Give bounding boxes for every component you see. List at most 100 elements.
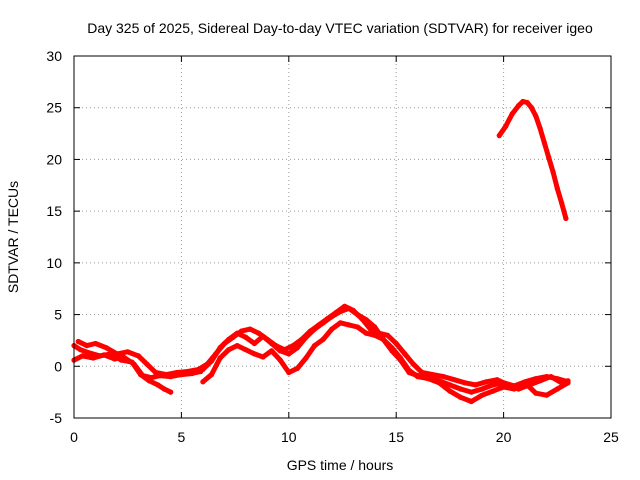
data-point — [425, 376, 431, 382]
data-point — [436, 380, 442, 386]
series-line-track-7 — [496, 99, 569, 221]
data-point — [548, 374, 554, 380]
data-point — [479, 392, 485, 398]
x-tick-label: 10 — [281, 429, 297, 445]
x-axis-label: GPS time / hours — [287, 457, 394, 473]
data-point — [483, 379, 489, 385]
data-point — [213, 351, 219, 357]
data-point — [204, 361, 210, 367]
data-point — [140, 373, 146, 379]
data-point — [520, 98, 526, 105]
data-point — [155, 382, 161, 388]
data-point — [451, 377, 457, 383]
data-point — [112, 356, 118, 362]
data-point — [458, 394, 464, 400]
data-point — [114, 351, 120, 357]
data-point — [281, 347, 288, 353]
data-point — [541, 140, 548, 146]
y-tick-label: -5 — [50, 410, 63, 426]
data-point — [101, 352, 107, 358]
data-point — [342, 303, 348, 309]
x-tick-label: 15 — [388, 429, 404, 445]
data-point — [516, 103, 522, 109]
data-point — [367, 326, 373, 332]
data-point — [135, 353, 141, 359]
data-point — [537, 125, 543, 131]
data-point — [528, 105, 535, 111]
x-tick-label: 25 — [603, 429, 619, 445]
y-tick-label: 10 — [46, 255, 62, 271]
data-point — [554, 185, 560, 191]
data-point — [419, 369, 425, 376]
data-point — [458, 386, 464, 392]
data-point — [273, 343, 279, 349]
data-point — [84, 343, 90, 349]
data-point — [226, 347, 232, 353]
data-point — [269, 348, 275, 354]
y-tick-label: 30 — [46, 48, 62, 64]
data-point — [80, 353, 86, 359]
data-point — [148, 375, 154, 381]
data-point — [185, 368, 191, 375]
data-point — [346, 322, 352, 328]
chart-title: Day 325 of 2025, Sidereal Day-to-day VTE… — [87, 20, 593, 36]
data-point — [251, 351, 257, 357]
data-point — [389, 345, 395, 351]
data-point — [546, 154, 552, 160]
data-point — [393, 340, 399, 347]
data-point — [234, 343, 240, 349]
data-point — [447, 388, 453, 394]
data-point — [415, 374, 421, 380]
data-point — [406, 367, 412, 373]
data-point — [256, 330, 262, 336]
x-tick-label: 5 — [178, 429, 186, 445]
data-point — [380, 336, 386, 342]
data-point — [490, 382, 496, 388]
data-point — [516, 386, 522, 392]
data-point — [496, 133, 502, 139]
data-point — [86, 350, 92, 356]
y-tick-label: 5 — [54, 307, 62, 323]
data-point — [77, 347, 83, 353]
data-point — [294, 365, 300, 371]
data-point — [238, 328, 245, 334]
data-point — [563, 215, 569, 221]
data-point — [168, 389, 174, 395]
data-point — [303, 355, 309, 361]
data-point — [103, 345, 109, 351]
data-point — [316, 322, 322, 328]
data-point — [189, 368, 195, 375]
data-point — [559, 380, 565, 386]
data-point — [243, 347, 249, 353]
data-point — [468, 398, 474, 405]
data-point — [565, 378, 571, 384]
data-point — [221, 340, 227, 347]
x-tick-label: 20 — [496, 429, 512, 445]
data-point — [75, 338, 81, 345]
data-point — [524, 99, 530, 106]
grid-lines — [74, 56, 611, 418]
data-point — [217, 355, 223, 361]
y-tick-label: 20 — [46, 151, 62, 167]
data-point — [251, 340, 257, 347]
data-point — [200, 366, 206, 372]
data-point — [359, 316, 365, 322]
plot-frame — [73, 55, 612, 419]
data-point — [153, 369, 159, 376]
data-point — [307, 328, 313, 334]
data-point — [286, 351, 292, 357]
data-point — [533, 390, 539, 396]
data-point — [144, 361, 150, 367]
data-point — [509, 111, 515, 117]
data-point — [533, 113, 539, 119]
data-point — [468, 389, 474, 395]
data-point — [559, 200, 565, 206]
data-point — [473, 382, 479, 388]
data-point — [230, 334, 236, 340]
data-point — [200, 379, 206, 385]
data-point — [161, 386, 167, 392]
data-point — [264, 336, 270, 342]
data-point — [333, 309, 339, 316]
data-point — [494, 377, 500, 383]
